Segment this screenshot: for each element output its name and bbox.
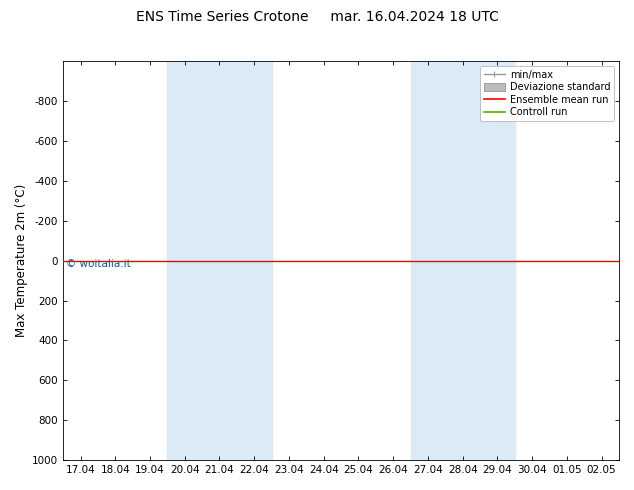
Bar [167, 61, 271, 460]
Text: © woitalia.it: © woitalia.it [66, 259, 131, 269]
Y-axis label: Max Temperature 2m (°C): Max Temperature 2m (°C) [15, 184, 28, 337]
Text: ENS Time Series Crotone     mar. 16.04.2024 18 UTC: ENS Time Series Crotone mar. 16.04.2024 … [136, 10, 498, 24]
Legend: min/max, Deviazione standard, Ensemble mean run, Controll run: min/max, Deviazione standard, Ensemble m… [479, 66, 614, 121]
Bar [411, 61, 515, 460]
